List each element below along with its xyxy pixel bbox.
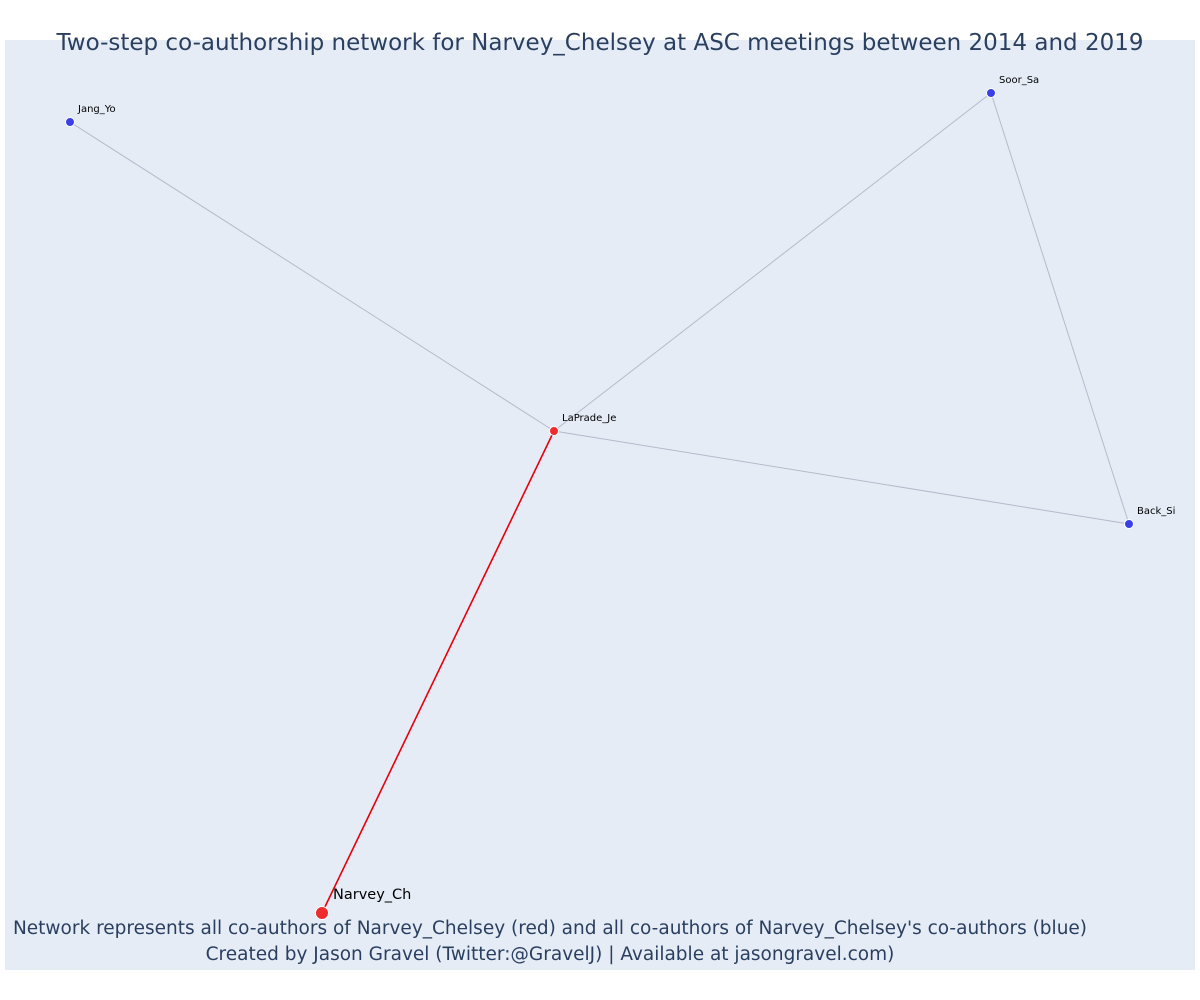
edge-narvey-laprade bbox=[321, 430, 555, 914]
edge-soor-back bbox=[990, 92, 1130, 525]
node-label-laprade: LaPrade_Je bbox=[562, 413, 616, 424]
node-label-narvey: Narvey_Ch bbox=[333, 887, 411, 903]
footer-credit: Created by Jason Gravel (Twitter:@Gravel… bbox=[205, 944, 895, 965]
edge-laprade-back bbox=[553, 430, 1130, 525]
nodes bbox=[65, 88, 1134, 920]
node-soor[interactable] bbox=[986, 88, 996, 98]
edge-laprade-soor bbox=[553, 92, 992, 432]
node-jang[interactable] bbox=[65, 117, 75, 127]
node-label-back: Back_Si bbox=[1137, 506, 1175, 517]
footer-caption: Network represents all co-authors of Nar… bbox=[12, 918, 1088, 939]
node-labels: Narvey_Ch LaPrade_Je Jang_Yo Soor_Sa Back_Si bbox=[77, 75, 1175, 903]
chart-title: Two-step co-authorship network for Narve… bbox=[56, 30, 1144, 56]
edges bbox=[69, 92, 1130, 914]
edge-laprade-jang bbox=[69, 121, 555, 432]
node-narvey[interactable] bbox=[315, 906, 329, 920]
node-back[interactable] bbox=[1124, 519, 1134, 529]
node-laprade[interactable] bbox=[549, 426, 559, 436]
plot-area bbox=[5, 40, 1195, 970]
node-label-jang: Jang_Yo bbox=[77, 104, 116, 115]
node-label-soor: Soor_Sa bbox=[999, 75, 1039, 86]
